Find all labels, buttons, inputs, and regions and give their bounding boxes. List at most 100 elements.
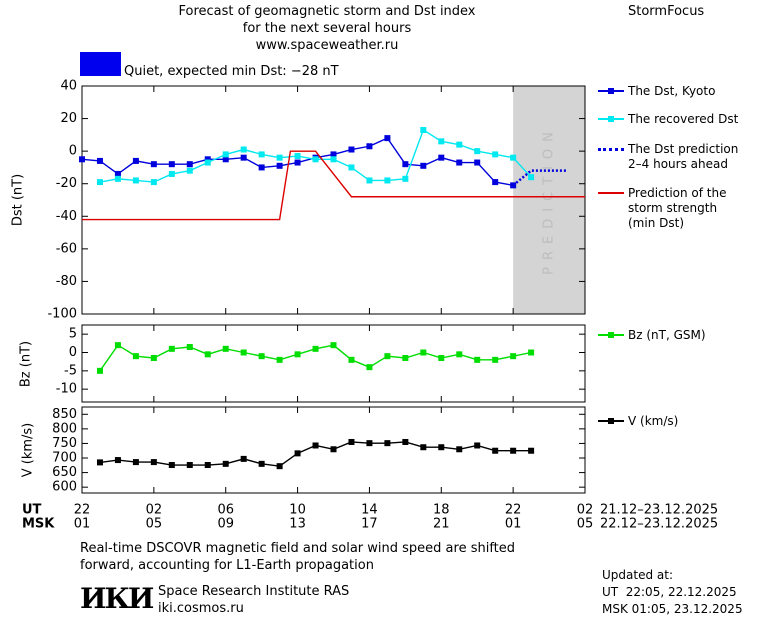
y-tick-label: 650 <box>52 465 77 480</box>
point <box>204 159 211 166</box>
legend-marker <box>608 418 614 424</box>
point <box>348 438 355 445</box>
point <box>330 156 337 163</box>
legend-label: V (km/s) <box>628 414 679 428</box>
point <box>402 355 409 361</box>
point <box>474 356 481 363</box>
x-tick-label: 22 <box>74 503 91 518</box>
point <box>240 349 247 356</box>
point <box>348 356 355 363</box>
point <box>510 154 517 161</box>
y-tick-label: -40 <box>56 209 77 224</box>
status-swatch <box>80 52 121 76</box>
point <box>96 157 103 164</box>
point <box>510 182 517 189</box>
point <box>366 143 373 150</box>
x2-tick-label: 13 <box>289 517 306 532</box>
y-tick-label: 20 <box>60 111 77 126</box>
point <box>132 177 139 184</box>
point <box>222 151 229 158</box>
point <box>186 462 193 469</box>
y-axis-label: Bz (nT) <box>19 341 34 387</box>
point <box>492 151 499 158</box>
legend-label: The Dst prediction 2–4 hours ahead <box>628 142 739 171</box>
point <box>114 170 121 177</box>
x2-tick-label: 21 <box>433 517 450 532</box>
legend-label: Prediction of the storm strength (min Ds… <box>628 186 727 230</box>
legend-label: Bz (nT, GSM) <box>628 328 706 342</box>
y-tick-label: -20 <box>56 176 77 191</box>
point <box>276 463 283 470</box>
point <box>240 154 247 161</box>
legend-swatch <box>598 192 624 194</box>
point <box>150 179 157 186</box>
point <box>96 459 103 466</box>
point <box>294 159 301 166</box>
x-axis-label: UT <box>22 503 42 518</box>
y-tick-label: 700 <box>52 451 77 466</box>
point <box>348 146 355 153</box>
point <box>222 156 229 163</box>
point <box>258 164 265 171</box>
point <box>438 355 445 361</box>
y-axis-label: Dst (nT) <box>11 174 26 226</box>
point <box>114 342 121 349</box>
y-tick-label: 850 <box>52 407 77 422</box>
point <box>312 156 319 163</box>
point <box>456 351 463 358</box>
title: Forecast of geomagnetic storm and Dst in… <box>178 4 476 36</box>
x-tick-label: 06 <box>217 503 234 518</box>
y-tick-label: 750 <box>52 436 77 451</box>
y-tick-label: -80 <box>56 274 77 289</box>
y-tick-label: -100 <box>47 307 77 322</box>
point <box>510 447 517 454</box>
note: Real-time DSCOVR magnetic field and sola… <box>80 541 516 573</box>
point <box>240 455 247 462</box>
point <box>294 351 301 358</box>
y-axis-label: V (km/s) <box>21 423 36 478</box>
point <box>168 462 175 469</box>
point <box>384 135 391 142</box>
legend-label: The Dst, Kyoto <box>628 84 716 98</box>
point <box>276 356 283 363</box>
point <box>294 153 301 160</box>
point <box>150 459 157 466</box>
x-tick-label: 18 <box>433 503 450 518</box>
point <box>204 351 211 358</box>
updated-msk: MSK 01:05, 23.12.2025 <box>602 602 743 616</box>
point <box>420 162 427 169</box>
series-line <box>82 150 585 221</box>
point <box>366 440 373 447</box>
point <box>258 353 265 360</box>
point <box>168 161 175 168</box>
institute: Space Research Institute RAS <box>158 584 350 599</box>
point <box>384 353 391 360</box>
point <box>204 156 211 163</box>
point <box>402 438 409 445</box>
point <box>384 440 391 447</box>
point <box>456 446 463 453</box>
point <box>366 364 373 371</box>
point <box>384 177 391 184</box>
point <box>114 457 121 464</box>
point <box>186 161 193 168</box>
y-tick-label: 0 <box>69 144 77 159</box>
url: www.spaceweather.ru <box>255 38 399 53</box>
x-tick-label: 14 <box>361 503 378 518</box>
point <box>312 442 319 449</box>
point <box>528 447 535 454</box>
point <box>276 162 283 169</box>
legend-marker <box>608 116 614 122</box>
point <box>330 446 337 453</box>
point <box>438 444 445 451</box>
y-tick-label: 40 <box>60 79 77 94</box>
y-tick-label: -60 <box>56 241 77 256</box>
updated-ut: UT 22:05, 22.12.2025 <box>602 585 737 599</box>
point <box>150 355 157 361</box>
x-tick-label: 10 <box>289 503 306 518</box>
x2-tick-label: 05 <box>577 517 594 532</box>
point <box>258 151 265 158</box>
x-tick-label: 02 <box>577 503 594 518</box>
point <box>132 459 139 466</box>
